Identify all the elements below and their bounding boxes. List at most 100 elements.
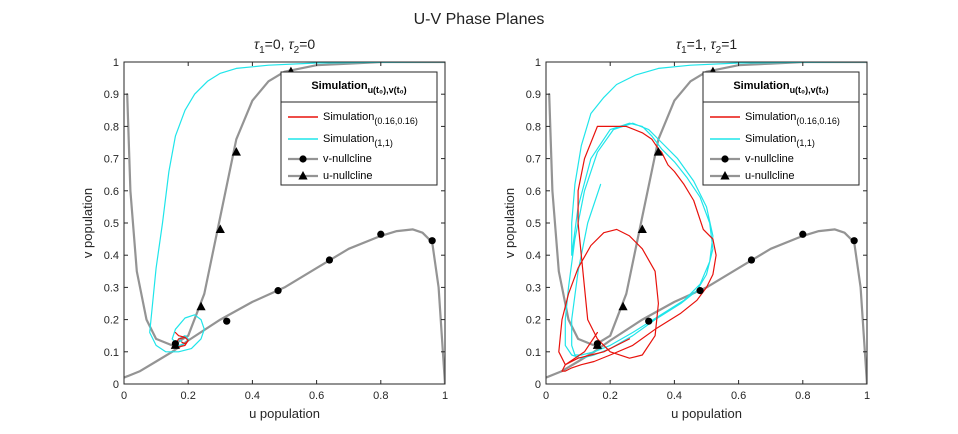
u-nullcline-marker	[592, 340, 602, 349]
y-tick-label: 0	[535, 379, 541, 391]
y-tick-label: 0.6	[526, 186, 541, 198]
y-tick-label: 0.4	[104, 250, 119, 262]
phase-plane-panels: τ1=0, τ2=00 0.2 0.4 0.6 0.8 100.10.20.30.40.5…	[80, 36, 870, 421]
v-nullcline-marker	[696, 287, 704, 295]
v-nullcline-marker	[428, 237, 436, 245]
y-tick-label: 0.9	[526, 89, 541, 101]
figure-title: U-V Phase Planes	[414, 11, 545, 28]
legend-entry-label: Simulation(0.16,0.16)	[745, 111, 840, 126]
x-tick-label: 0.8	[795, 390, 810, 402]
x-tick-label: 0.2	[603, 390, 618, 402]
x-tick-label: 0.8	[373, 390, 388, 402]
series-line-v-nullcline	[124, 228, 445, 384]
legend-entry-main: Simulation	[745, 111, 796, 123]
y-tick-label: 1	[535, 57, 541, 69]
legend-entry-label: v-nullcline	[745, 153, 794, 165]
y-tick-label: 0.8	[104, 121, 119, 133]
x-axis-label: u population	[671, 406, 742, 421]
legend-entry-main: Simulation	[745, 133, 796, 145]
y-axis-label: v population	[80, 188, 95, 258]
title-sub-2: 2	[716, 45, 722, 56]
series-line-sim-small	[558, 125, 717, 372]
legend-marker-triangle	[298, 171, 308, 180]
legend-marker-circle	[721, 155, 729, 163]
series-line-u-nullcline	[548, 62, 867, 347]
x-tick-label: 1	[864, 390, 870, 402]
v-nullcline-marker	[377, 230, 385, 238]
v-nullcline-marker	[325, 256, 334, 264]
legend-title: Simulationu(t₀),v(t₀)	[311, 80, 406, 95]
legend-entry-main: u-nullcline	[323, 170, 373, 182]
legend-entry-main: Simulation	[323, 133, 374, 145]
u-nullcline-marker	[653, 147, 663, 156]
u-nullcline-marker	[196, 301, 206, 311]
y-tick-label: 0.5	[526, 218, 541, 230]
legend-entry-sub: (1,1)	[796, 138, 815, 148]
legend: Simulationu(t₀),v(t₀)Simulation(0.16,0.1…	[702, 71, 860, 186]
legend-title-main: Simulation	[311, 80, 368, 92]
legend-entry-label: v-nullcline	[323, 153, 372, 165]
legend-entry-label: Simulation(0.16,0.16)	[323, 111, 418, 126]
legend-entry-label: u-nullcline	[323, 170, 373, 182]
legend-title-sub: u(t₀),v(t₀)	[368, 85, 407, 95]
legend-entry-main: v-nullcline	[323, 153, 372, 165]
legend-entry-sub: (0.16,0.16)	[374, 116, 418, 126]
y-tick-label: 0.7	[526, 154, 541, 166]
u-nullcline-marker	[618, 301, 628, 311]
legend-entry-label: Simulation(1,1)	[745, 133, 815, 148]
title-value-2: =1	[721, 36, 737, 52]
legend-entry-sub: (0.16,0.16)	[796, 116, 840, 126]
v-nullcline-marker	[645, 317, 653, 325]
title-sub-2: 2	[294, 45, 300, 56]
x-tick-label: 0	[543, 390, 549, 402]
legend-entry-sub: (1,1)	[374, 138, 393, 148]
u-nullcline-marker	[637, 224, 647, 233]
y-tick-label: 0.2	[526, 315, 541, 327]
title-sub-1: 1	[259, 45, 265, 56]
legend: Simulationu(t₀),v(t₀)Simulation(0.16,0.1…	[280, 71, 438, 186]
panel-2: τ1=1, τ2=10 0.2 0.4 0.6 0.8 100.10.20.30.40.5…	[502, 36, 870, 421]
series-line-u-nullcline	[126, 62, 445, 347]
y-tick-label: 0.3	[104, 282, 119, 294]
legend-entry-main: Simulation	[323, 111, 374, 123]
u-nullcline-marker	[170, 340, 180, 349]
legend-title: Simulationu(t₀),v(t₀)	[733, 80, 828, 95]
y-tick-label: 0.2	[104, 315, 119, 327]
v-nullcline-marker	[747, 256, 756, 264]
legend-title-main: Simulation	[733, 80, 790, 92]
legend-box	[702, 71, 860, 186]
y-tick-label: 0.5	[104, 218, 119, 230]
x-tick-label: 0	[121, 390, 127, 402]
u-nullcline-marker	[231, 147, 241, 156]
legend-marker-triangle	[720, 171, 730, 180]
y-tick-label: 0.6	[104, 186, 119, 198]
title-tau-1: τ	[254, 36, 260, 52]
x-tick-label: 0.4	[667, 390, 682, 402]
panel-1: τ1=0, τ2=00 0.2 0.4 0.6 0.8 100.10.20.30.40.5…	[80, 36, 448, 421]
legend-marker-circle	[299, 155, 307, 163]
v-nullcline-marker	[850, 237, 858, 245]
u-nullcline-marker	[215, 224, 225, 233]
legend-entry-main: v-nullcline	[745, 153, 794, 165]
x-tick-label: 0.6	[309, 390, 324, 402]
legend-box	[280, 71, 438, 186]
series-line-v-nullcline	[546, 228, 867, 384]
y-tick-label: 0.3	[526, 282, 541, 294]
title-tau-1: τ	[676, 36, 682, 52]
x-tick-label: 0.6	[731, 390, 746, 402]
v-nullcline-marker	[223, 317, 231, 325]
y-tick-label: 0.1	[104, 347, 119, 359]
v-nullcline-marker	[799, 230, 807, 238]
legend-title-sub: u(t₀),v(t₀)	[790, 85, 829, 95]
title-tau-2: τ	[710, 36, 716, 52]
title-sub-1: 1	[681, 45, 687, 56]
legend-entry-main: u-nullcline	[745, 170, 795, 182]
legend-entry-label: Simulation(1,1)	[323, 133, 393, 148]
x-tick-label: 0.4	[245, 390, 260, 402]
y-tick-label: 0.1	[526, 347, 541, 359]
y-tick-label: 0.7	[104, 154, 119, 166]
axes-title: τ1=0, τ2=0	[254, 36, 316, 56]
title-value-2: =0	[299, 36, 315, 52]
title-value-1: =0,	[265, 36, 289, 52]
